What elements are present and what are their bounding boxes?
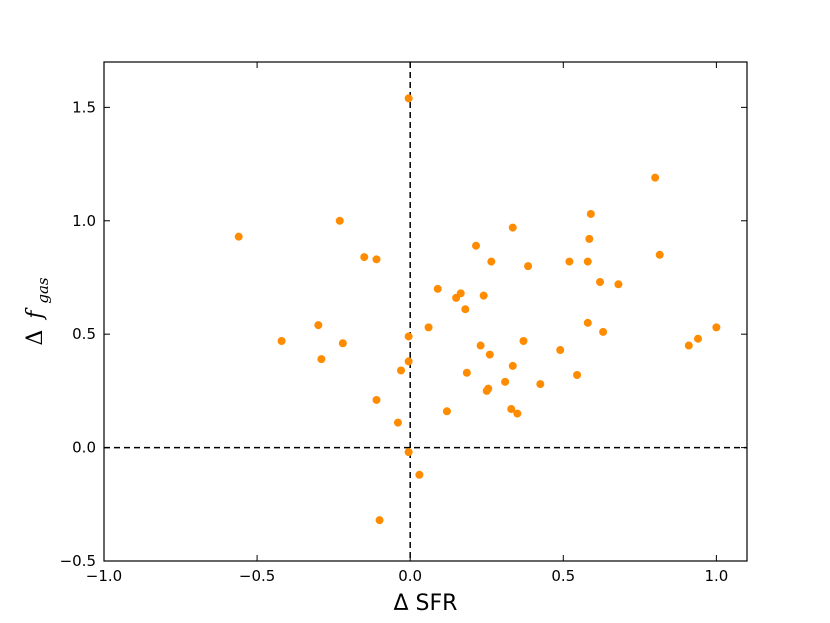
- data-point: [456, 289, 465, 298]
- plot-frame: [103, 61, 748, 562]
- data-point: [614, 280, 623, 289]
- data-point: [462, 368, 471, 377]
- data-point: [404, 94, 413, 103]
- data-point: [372, 395, 381, 404]
- data-point: [507, 405, 516, 414]
- data-point: [487, 257, 496, 266]
- data-point: [586, 209, 595, 218]
- data-point: [404, 357, 413, 366]
- data-point: [338, 339, 347, 348]
- y-tick-label: 1.5: [72, 98, 96, 116]
- data-point: [317, 355, 326, 364]
- data-points: [234, 94, 721, 525]
- data-point: [694, 334, 703, 343]
- data-point: [476, 341, 485, 350]
- axis-ticks: −1.0 −0.5 0.0 0.5 1.0−0.50.00.51.01.5: [60, 62, 747, 585]
- data-point: [508, 361, 517, 370]
- data-point: [472, 241, 481, 250]
- data-point: [277, 336, 286, 345]
- data-point: [596, 278, 605, 287]
- data-point: [565, 257, 574, 266]
- data-point: [684, 341, 693, 350]
- data-point: [314, 321, 323, 330]
- x-axis-label: Δ SFR: [394, 591, 458, 616]
- data-point: [375, 516, 384, 525]
- data-point: [404, 448, 413, 457]
- data-point: [442, 407, 451, 416]
- y-tick-label: 1.0: [72, 212, 96, 230]
- data-point: [404, 332, 413, 341]
- y-tick-label: −0.5: [60, 552, 96, 570]
- y-axis-label: Δ f gas: [23, 277, 52, 346]
- data-point: [583, 257, 592, 266]
- x-tick-label: 0.0: [398, 567, 422, 585]
- data-point: [556, 346, 565, 355]
- data-point: [524, 262, 533, 271]
- data-point: [397, 366, 406, 375]
- data-point: [513, 409, 522, 418]
- data-point: [393, 418, 402, 427]
- x-tick-label: −1.0: [86, 567, 122, 585]
- y-axis-label-prefix: Δ: [23, 330, 48, 346]
- data-point: [479, 291, 488, 300]
- data-point: [335, 216, 344, 225]
- y-axis-label-symbol: f: [23, 307, 48, 321]
- data-point: [508, 223, 517, 232]
- y-tick-label: 0.0: [72, 439, 96, 457]
- data-point: [655, 250, 664, 259]
- data-point: [485, 350, 494, 359]
- data-point: [433, 284, 442, 293]
- data-point: [415, 470, 424, 479]
- data-point: [484, 384, 493, 393]
- reference-lines: [104, 62, 747, 561]
- x-tick-label: −0.5: [239, 567, 275, 585]
- data-point: [599, 327, 608, 336]
- data-point: [372, 255, 381, 264]
- data-point: [461, 305, 470, 314]
- y-axis-label-subscript: gas: [34, 277, 52, 304]
- data-point: [712, 323, 721, 332]
- data-point: [424, 323, 433, 332]
- data-point: [585, 234, 594, 243]
- data-point: [501, 377, 510, 386]
- x-tick-label: 0.5: [551, 567, 575, 585]
- y-tick-label: 0.5: [72, 325, 96, 343]
- data-point: [583, 318, 592, 327]
- data-point: [651, 173, 660, 182]
- plot-area: [103, 61, 748, 562]
- data-point: [573, 371, 582, 380]
- data-point: [536, 380, 545, 389]
- x-tick-label: 1.0: [704, 567, 728, 585]
- data-point: [519, 336, 528, 345]
- data-point: [234, 232, 243, 241]
- data-point: [360, 253, 369, 262]
